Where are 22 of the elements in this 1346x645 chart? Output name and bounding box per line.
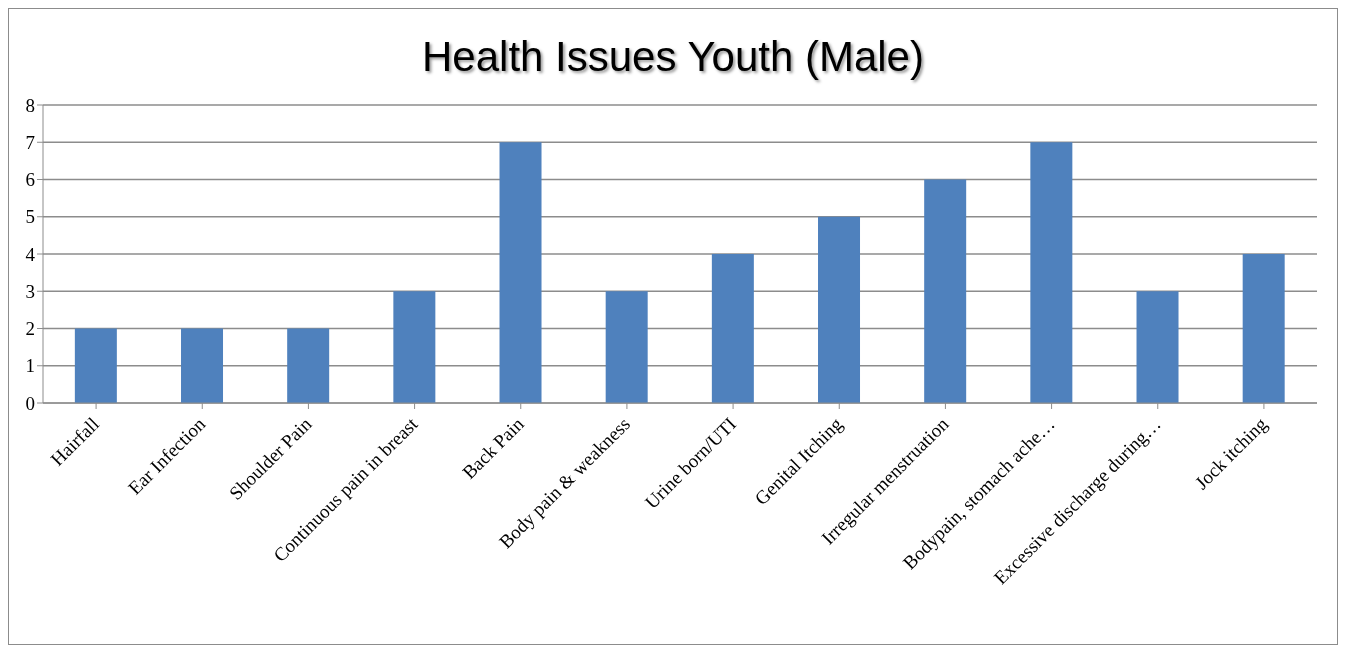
y-tick-label: 5 — [25, 206, 35, 228]
bar — [499, 142, 542, 403]
bar — [1030, 142, 1073, 403]
y-tick-label: 2 — [25, 318, 35, 340]
y-tick-label: 0 — [25, 392, 35, 414]
bar — [181, 328, 224, 403]
y-tick-label: 8 — [25, 94, 35, 116]
y-tick-label: 6 — [25, 169, 35, 191]
y-tick-label: 4 — [25, 243, 36, 265]
bar — [605, 291, 648, 403]
bar — [711, 254, 754, 403]
bar — [924, 179, 967, 403]
bar — [818, 216, 861, 403]
y-tick-label: 3 — [25, 280, 35, 302]
y-tick-label: 1 — [25, 355, 35, 377]
y-tick-label: 7 — [25, 131, 35, 153]
bar — [287, 328, 330, 403]
bar — [1136, 291, 1179, 403]
bar — [74, 328, 117, 403]
chart-title: Health Issues Youth (Male) — [422, 33, 924, 80]
bar — [1242, 254, 1285, 403]
bar — [393, 291, 436, 403]
